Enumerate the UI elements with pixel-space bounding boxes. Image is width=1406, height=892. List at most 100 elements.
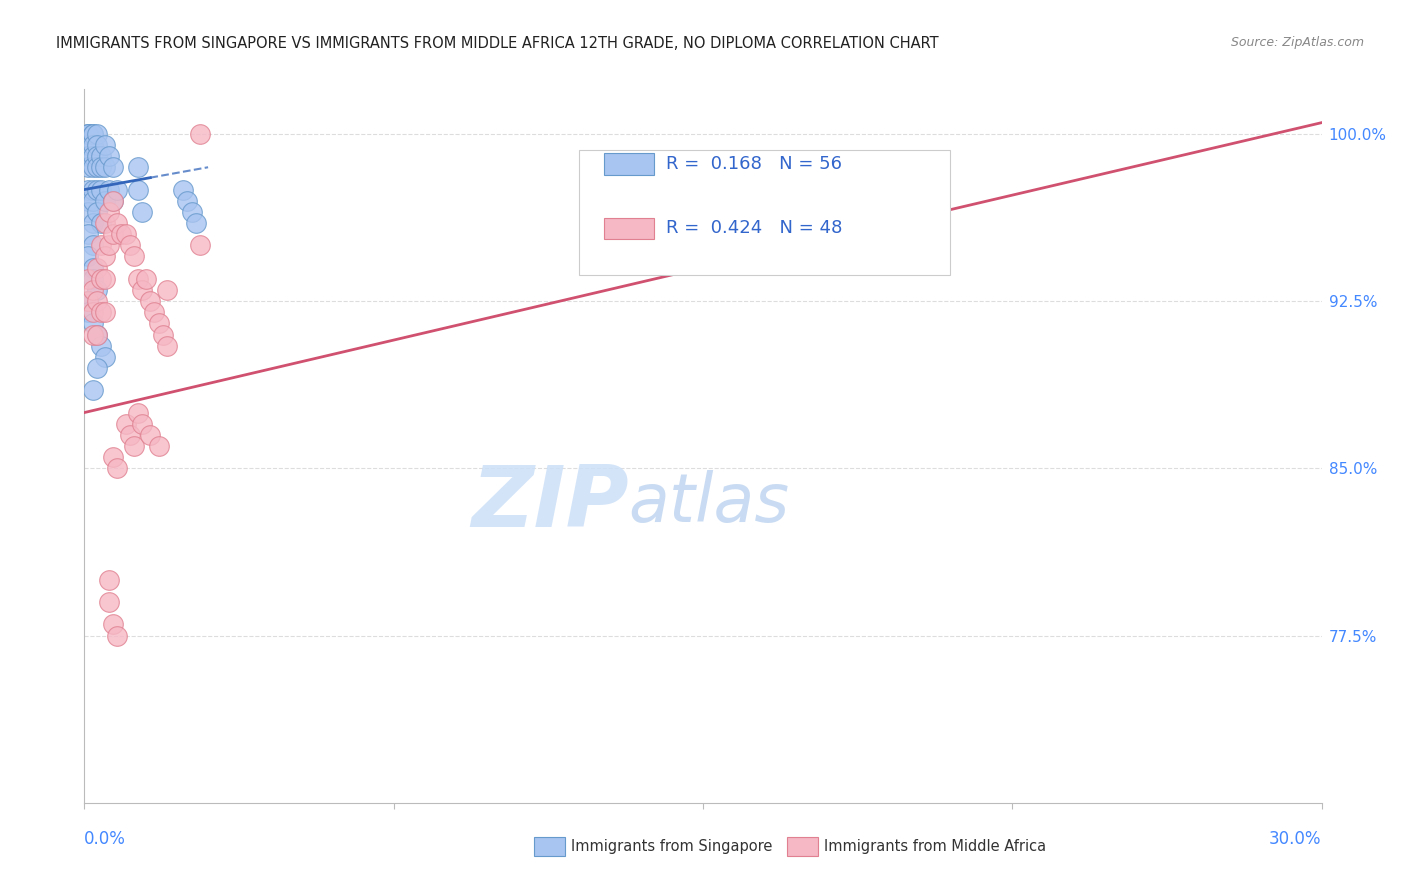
Point bbox=[90, 271, 112, 285]
Point bbox=[82, 161, 104, 175]
Point bbox=[77, 194, 100, 208]
Point bbox=[86, 361, 108, 376]
Point bbox=[143, 305, 166, 319]
Point bbox=[98, 205, 121, 219]
Point bbox=[131, 417, 153, 431]
Text: R =  0.168   N = 56: R = 0.168 N = 56 bbox=[666, 155, 842, 173]
Point bbox=[90, 339, 112, 353]
Point bbox=[90, 183, 112, 197]
Point bbox=[86, 260, 108, 275]
Point bbox=[77, 305, 100, 319]
Point bbox=[127, 183, 149, 197]
Point bbox=[94, 161, 117, 175]
Point bbox=[77, 161, 100, 175]
FancyBboxPatch shape bbox=[579, 150, 950, 275]
Point bbox=[82, 149, 104, 163]
Point bbox=[82, 138, 104, 153]
Point bbox=[114, 227, 136, 242]
Point bbox=[156, 339, 179, 353]
Point bbox=[135, 271, 157, 285]
Point bbox=[103, 194, 125, 208]
Point bbox=[103, 194, 125, 208]
Point bbox=[127, 406, 149, 420]
Text: Immigrants from Singapore: Immigrants from Singapore bbox=[571, 839, 772, 854]
Point bbox=[118, 428, 141, 442]
Point bbox=[98, 573, 121, 587]
Point bbox=[103, 161, 125, 175]
Point bbox=[148, 439, 170, 453]
Point bbox=[86, 149, 108, 163]
Text: IMMIGRANTS FROM SINGAPORE VS IMMIGRANTS FROM MIDDLE AFRICA 12TH GRADE, NO DIPLOM: IMMIGRANTS FROM SINGAPORE VS IMMIGRANTS … bbox=[56, 36, 939, 51]
Point bbox=[94, 138, 117, 153]
Point bbox=[139, 294, 162, 309]
Point bbox=[98, 183, 121, 197]
Point bbox=[94, 271, 117, 285]
Point bbox=[77, 294, 100, 309]
Point bbox=[103, 227, 125, 242]
Point bbox=[86, 294, 108, 309]
Text: Source: ZipAtlas.com: Source: ZipAtlas.com bbox=[1230, 36, 1364, 49]
Point bbox=[105, 628, 128, 642]
Point bbox=[176, 194, 198, 208]
Point bbox=[82, 127, 104, 141]
Point bbox=[86, 127, 108, 141]
Point bbox=[94, 194, 117, 208]
Point bbox=[118, 238, 141, 252]
Text: atlas: atlas bbox=[628, 470, 790, 536]
Bar bbox=[605, 153, 654, 175]
Point bbox=[122, 250, 145, 264]
Point bbox=[82, 127, 104, 141]
Point bbox=[148, 317, 170, 331]
Point bbox=[90, 161, 112, 175]
Point bbox=[82, 216, 104, 230]
Text: 30.0%: 30.0% bbox=[1270, 830, 1322, 847]
Point bbox=[82, 305, 104, 319]
Point bbox=[90, 238, 112, 252]
Point bbox=[82, 283, 104, 297]
Point bbox=[127, 271, 149, 285]
Text: R =  0.424   N = 48: R = 0.424 N = 48 bbox=[666, 219, 842, 237]
Point bbox=[90, 149, 112, 163]
Point bbox=[131, 283, 153, 297]
Bar bbox=[605, 218, 654, 239]
Point bbox=[82, 271, 104, 285]
Point bbox=[77, 127, 100, 141]
Point bbox=[77, 127, 100, 141]
Point bbox=[180, 205, 202, 219]
Point bbox=[77, 149, 100, 163]
Point bbox=[86, 327, 108, 342]
Point bbox=[77, 250, 100, 264]
Point bbox=[98, 149, 121, 163]
Point bbox=[86, 205, 108, 219]
Text: 0.0%: 0.0% bbox=[84, 830, 127, 847]
Point bbox=[105, 461, 128, 475]
Point bbox=[98, 595, 121, 609]
Point bbox=[152, 327, 174, 342]
Point bbox=[94, 250, 117, 264]
Point bbox=[172, 183, 194, 197]
Point bbox=[77, 271, 100, 285]
Point bbox=[82, 194, 104, 208]
Point bbox=[86, 283, 108, 297]
Point bbox=[105, 216, 128, 230]
Point bbox=[82, 317, 104, 331]
Point bbox=[77, 127, 100, 141]
Point bbox=[82, 238, 104, 252]
Point bbox=[110, 227, 132, 242]
Point bbox=[82, 260, 104, 275]
Point bbox=[127, 161, 149, 175]
Point bbox=[86, 138, 108, 153]
Point bbox=[94, 216, 117, 230]
Point bbox=[82, 384, 104, 398]
Point bbox=[86, 327, 108, 342]
Text: ZIP: ZIP bbox=[471, 461, 628, 545]
Point bbox=[86, 183, 108, 197]
Point bbox=[103, 617, 125, 632]
Point bbox=[82, 183, 104, 197]
Point bbox=[77, 294, 100, 309]
Point bbox=[114, 417, 136, 431]
Point bbox=[188, 238, 211, 252]
Point bbox=[77, 205, 100, 219]
Point bbox=[103, 450, 125, 465]
Point bbox=[90, 305, 112, 319]
